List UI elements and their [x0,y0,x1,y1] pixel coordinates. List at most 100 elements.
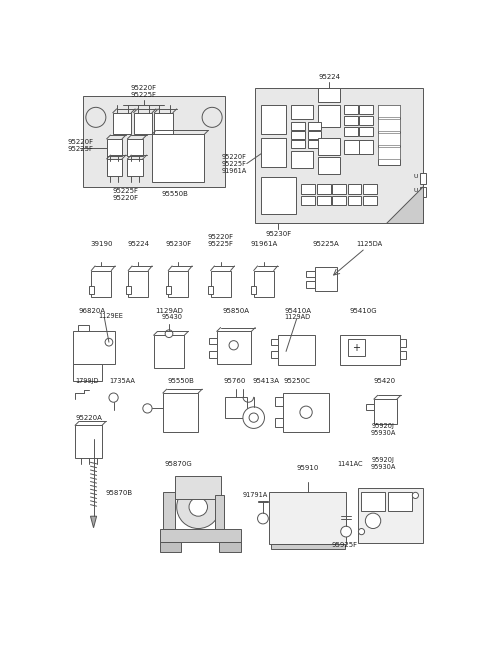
Bar [209,338,217,344]
Circle shape [165,330,173,338]
Bar [340,335,400,365]
Text: 91961A: 91961A [250,241,277,248]
Text: 95410A: 95410A [285,308,312,315]
Bar [208,286,213,294]
Text: 95250C: 95250C [283,378,310,384]
Bar [275,397,283,406]
Bar [160,543,181,552]
Text: 95870G: 95870G [164,461,192,467]
Bar [359,141,373,154]
Bar [378,105,400,118]
Circle shape [300,406,312,419]
Bar [420,187,426,197]
Text: 95920J
95930A: 95920J 95930A [371,424,396,436]
Text: 1125DA: 1125DA [356,241,382,248]
Bar [378,133,400,145]
Bar [262,138,286,168]
Bar [344,105,358,114]
Bar [317,185,331,194]
Bar [107,139,122,156]
Text: 95230F: 95230F [265,231,291,237]
Bar [308,141,322,148]
Text: 95220A: 95220A [75,415,102,420]
Bar [126,286,131,294]
Text: 95550B: 95550B [162,191,189,197]
Bar [155,113,173,134]
Bar [154,335,184,367]
Bar [275,418,283,427]
Bar [83,96,225,187]
Bar [318,105,340,127]
Text: 1141AC: 1141AC [337,461,362,467]
Bar [211,271,230,297]
Text: 95420: 95420 [373,378,396,384]
Text: 95870B: 95870B [106,490,133,496]
Text: 95910: 95910 [297,464,319,470]
Bar [291,122,305,129]
Circle shape [177,486,220,528]
Bar [262,177,296,214]
Text: 95224: 95224 [127,241,149,248]
Bar [363,196,377,205]
Bar [291,141,305,148]
Text: 39190: 39190 [90,241,112,248]
Text: 95410G: 95410G [350,308,378,315]
Circle shape [109,393,118,402]
Bar [344,127,358,136]
Bar [315,267,337,290]
Bar [283,393,329,432]
Bar [215,495,225,528]
Bar [160,528,240,543]
Bar [308,122,322,129]
Text: 95760: 95760 [223,378,246,384]
Bar [152,134,204,182]
Bar [168,271,188,297]
Bar [127,159,143,176]
Bar [317,196,331,205]
Bar [252,286,256,294]
Text: 96820A: 96820A [78,308,105,315]
Bar [378,147,400,159]
Circle shape [243,407,264,428]
Circle shape [359,528,365,535]
Bar [271,544,345,549]
Text: 95220F
95225F
91961A: 95220F 95225F 91961A [221,154,247,173]
Text: 95220F
95225F: 95220F 95225F [207,234,234,247]
Bar [374,399,397,424]
Bar [332,185,346,194]
Bar [400,351,406,359]
Bar [217,331,252,364]
Text: 1735AA: 1735AA [109,378,135,384]
Bar [301,185,315,194]
Bar [262,105,286,134]
Bar [91,271,111,297]
Bar [366,404,374,410]
Bar [291,105,313,119]
Text: U: U [413,188,418,193]
Text: 95920J
95930A: 95920J 95930A [371,457,396,470]
Text: 95220F
95225F: 95220F 95225F [67,139,94,152]
Text: 95225A: 95225A [312,241,339,248]
Text: 91791A: 91791A [242,491,268,497]
Bar [318,158,340,174]
Bar [318,138,340,155]
Circle shape [105,338,113,346]
Text: 1129AD: 1129AD [285,314,311,320]
Bar [255,88,423,223]
Circle shape [189,498,207,516]
Bar [301,196,315,205]
Polygon shape [90,516,96,528]
Bar [400,339,406,347]
Bar [358,487,423,543]
Bar [363,185,377,194]
Circle shape [202,107,222,127]
Bar [378,105,400,165]
Polygon shape [386,186,423,223]
Bar [73,364,102,380]
Bar [166,286,170,294]
Circle shape [412,492,419,499]
Bar [359,127,373,136]
Text: 95224: 95224 [318,74,340,80]
Bar [225,397,247,419]
Bar [344,141,365,154]
